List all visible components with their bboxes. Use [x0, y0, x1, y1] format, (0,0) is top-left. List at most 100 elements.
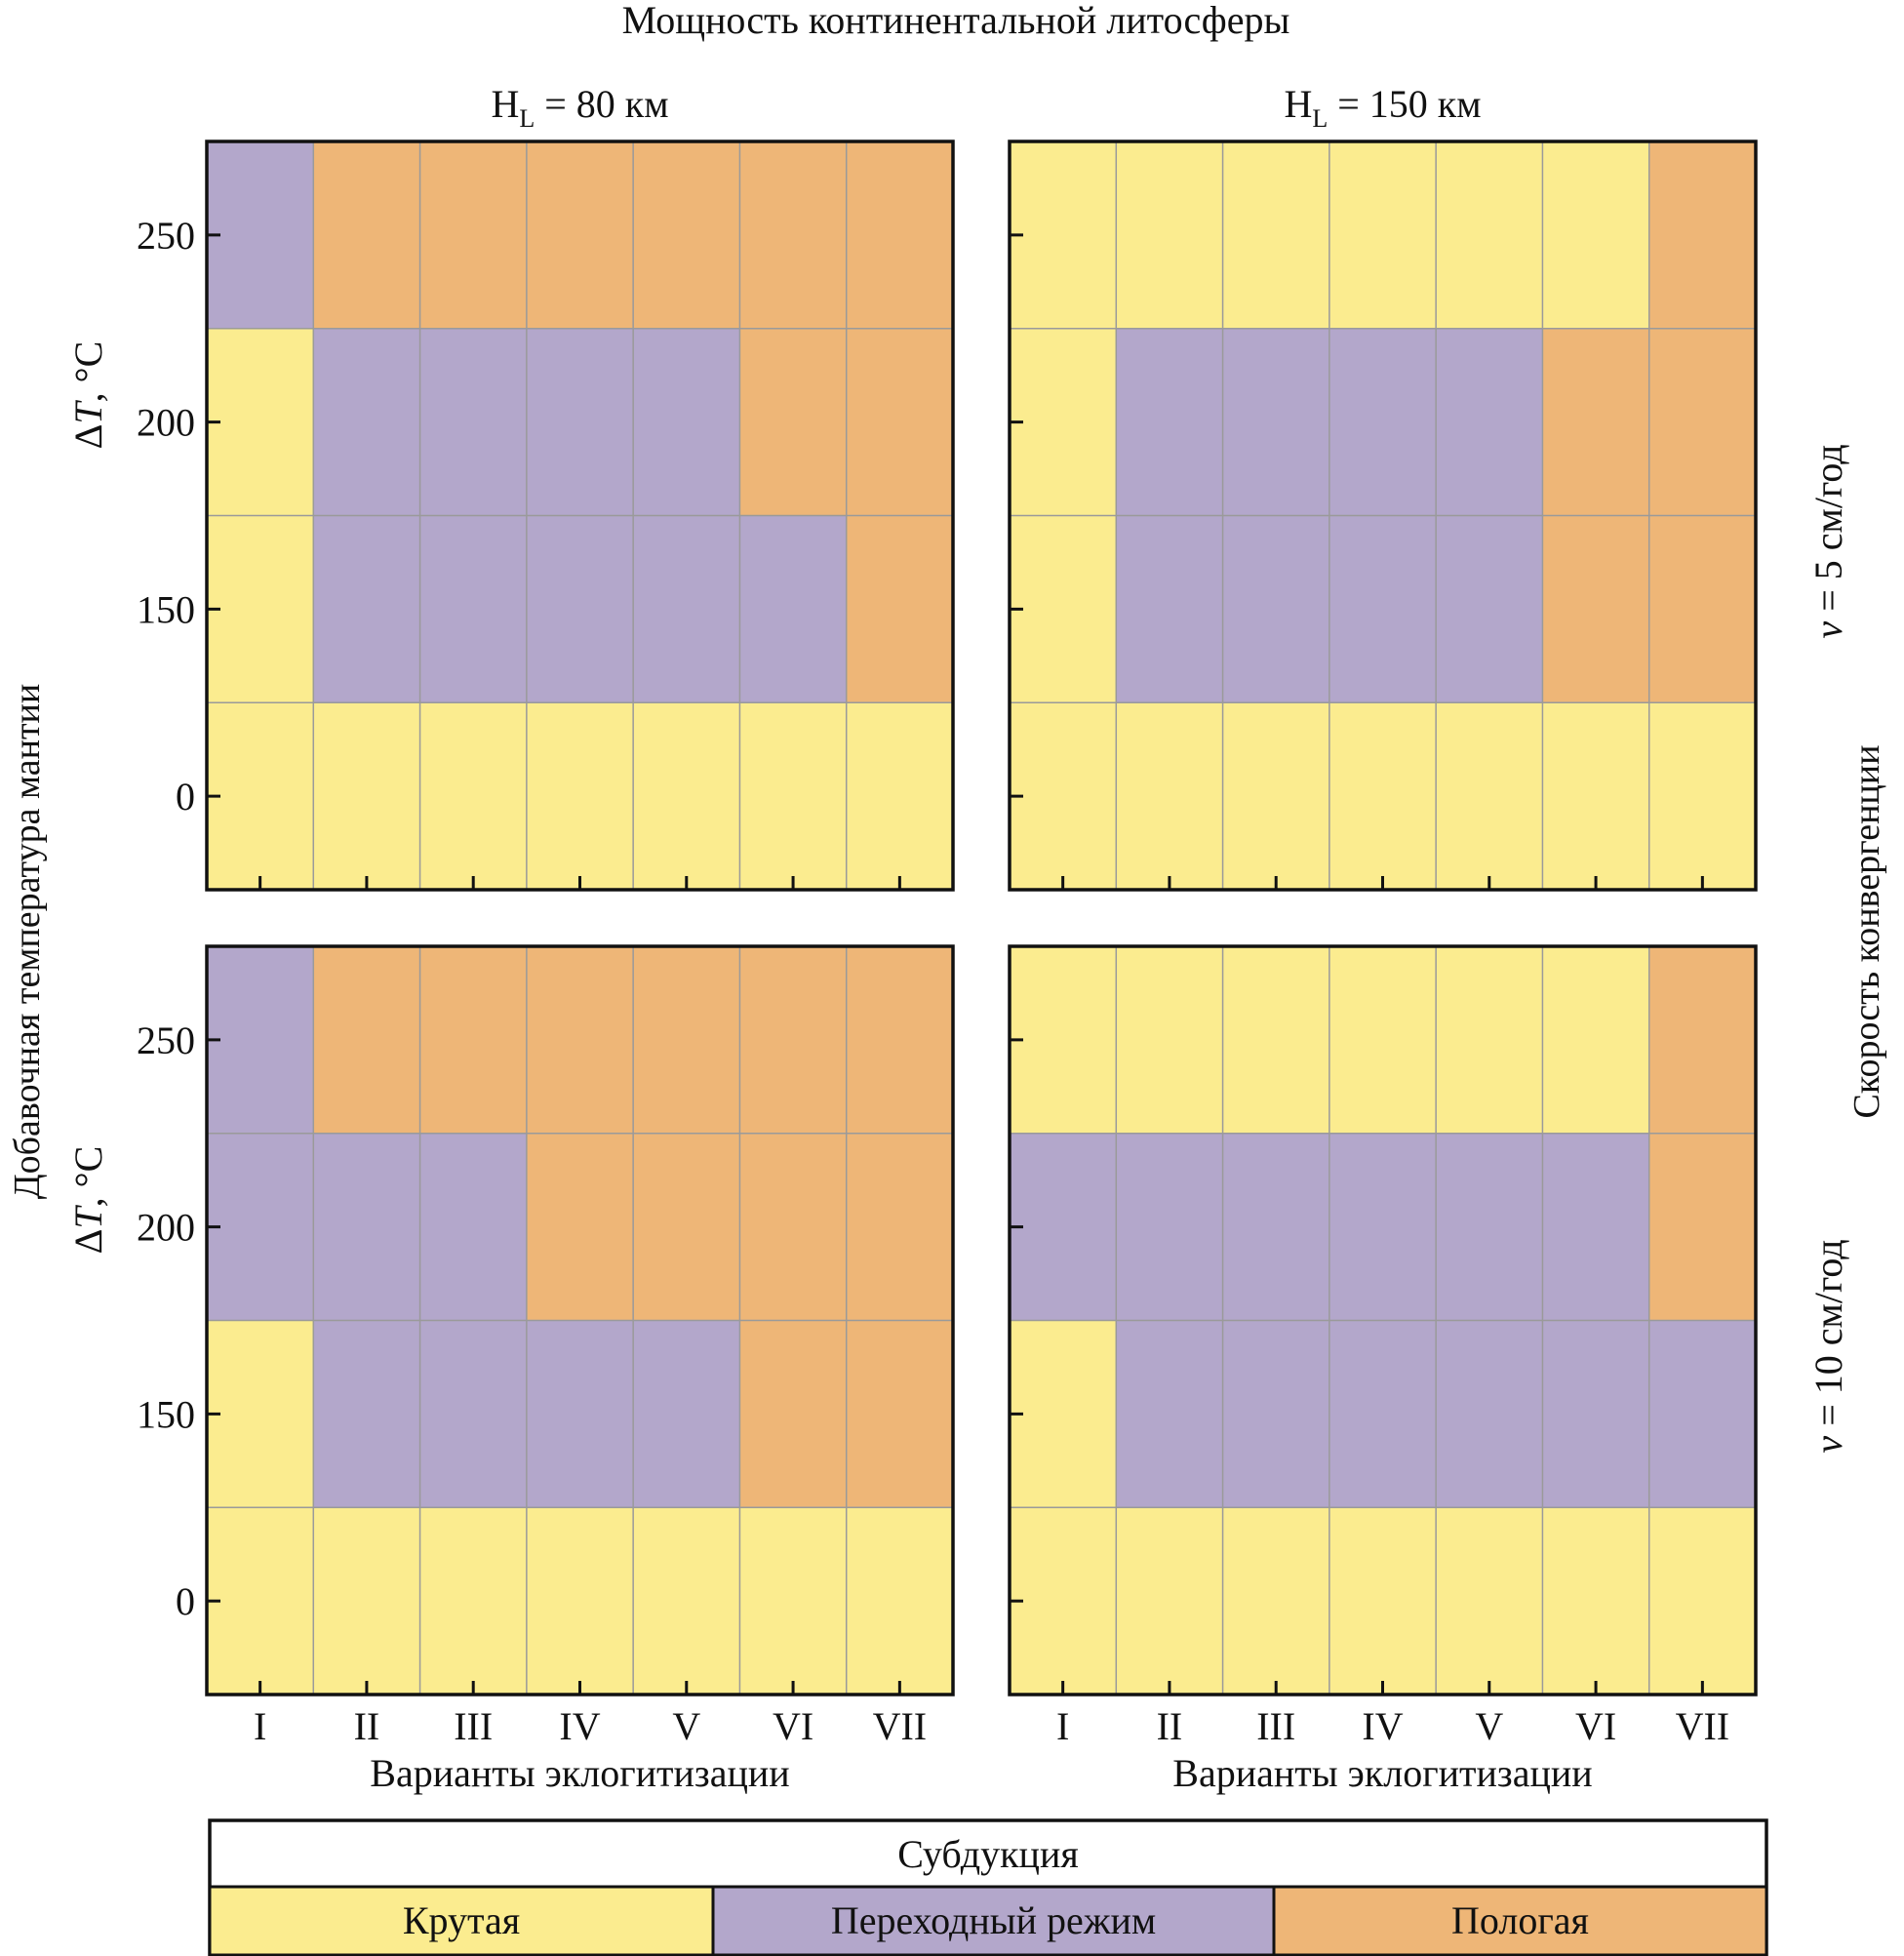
legend: Субдукция Крутая Переходный режим Пологая [208, 1818, 1768, 1956]
heatmap-cell [526, 1507, 634, 1695]
heatmap-cell [1329, 515, 1437, 703]
legend-swatch [711, 1885, 1276, 1956]
heatmap-cell [1648, 1133, 1756, 1321]
heatmap-cell [846, 515, 953, 703]
legend-swatch [1272, 1885, 1768, 1956]
heatmap-cell [633, 946, 740, 1134]
y-axis-label: ΔT, °C [66, 341, 110, 450]
heatmap-cell [1648, 1320, 1756, 1508]
panel-column-title: HL = 150 км [1284, 82, 1481, 133]
x-tick-label: VII [1676, 1704, 1730, 1748]
heatmap-cell [526, 702, 634, 890]
heatmap-cell [739, 141, 847, 329]
heatmap-cell [1222, 1507, 1329, 1695]
heatmap-cell [1648, 1507, 1756, 1695]
heatmap-cell [419, 702, 527, 890]
heatmap-cell [313, 1320, 420, 1508]
heatmap-cell [1542, 702, 1649, 890]
y-tick-label: 250 [137, 214, 195, 258]
heatmap-cell [633, 1507, 740, 1695]
legend-item-label: Крутая [403, 1898, 520, 1942]
heatmap-cell [1116, 1133, 1223, 1321]
heatmap-cell [1010, 515, 1117, 703]
legend-item-label: Переходный режим [831, 1898, 1156, 1942]
heatmap-cell [1116, 328, 1223, 516]
heatmap-cell [313, 1507, 420, 1695]
legend-swatch [208, 1885, 715, 1956]
heatmap-cell [739, 1507, 847, 1695]
panel-row-label: v = 10 см/год [1806, 1239, 1850, 1453]
heatmap-cell [1436, 702, 1543, 890]
heatmap-cell [1116, 1320, 1223, 1508]
legend-title: Субдукция [897, 1832, 1079, 1876]
heatmap-cell [1648, 141, 1756, 329]
y-tick-label: 0 [176, 775, 195, 818]
heatmap-cell [846, 1133, 953, 1321]
heatmap-cell [1436, 1507, 1543, 1695]
heatmap-cell [419, 328, 527, 516]
y-tick-label: 150 [137, 587, 195, 631]
heatmap-cell [313, 946, 420, 1134]
x-tick-label: V [672, 1704, 700, 1748]
heatmap-cell [1222, 1320, 1329, 1508]
heatmap-cell [207, 1507, 314, 1695]
heatmap-cell [1329, 141, 1437, 329]
x-tick-label: VI [773, 1704, 813, 1748]
heatmap-cell [207, 328, 314, 516]
heatmap-cell [739, 702, 847, 890]
heatmap-cell [1222, 515, 1329, 703]
heatmap-cell [419, 141, 527, 329]
heatmap-cell [419, 1320, 527, 1508]
heatmap-cell [419, 1133, 527, 1321]
heatmap-cell [1542, 1507, 1649, 1695]
y-tick-label: 200 [137, 1206, 195, 1250]
heatmap-cell [1542, 328, 1649, 516]
heatmap-cell [207, 946, 314, 1134]
heatmap-cell [1010, 946, 1117, 1134]
x-tick-label: VII [873, 1704, 928, 1748]
heatmap-cell [739, 1320, 847, 1508]
heatmap-cell [1222, 702, 1329, 890]
heatmap-cell [207, 1320, 314, 1508]
x-tick-label: V [1475, 1704, 1503, 1748]
heatmap-cell [633, 141, 740, 329]
heatmap-cell [846, 1507, 953, 1695]
heatmap-cell [846, 1320, 953, 1508]
x-tick-label: II [354, 1704, 380, 1748]
heatmap-cell [207, 1133, 314, 1321]
heatmap-cell [207, 141, 314, 329]
heatmap-cell [1436, 141, 1543, 329]
right-common-label: Скорость конвергенции [1846, 745, 1887, 1119]
y-tick-label: 150 [137, 1392, 195, 1436]
heatmap-cell [739, 1133, 847, 1321]
heatmap-cell [526, 1320, 634, 1508]
heatmap-cell [1010, 1507, 1117, 1695]
heatmap-cell [1542, 1320, 1649, 1508]
heatmap-cell [739, 946, 847, 1134]
y-axis-common-label: Добавочная температура мантии [7, 684, 48, 1199]
heatmap-cell [1116, 702, 1223, 890]
heatmap-cell [313, 1133, 420, 1321]
heatmap-cell [526, 946, 634, 1134]
heatmap-cell [1542, 946, 1649, 1134]
heatmap-cell [526, 328, 634, 516]
heatmap-cell [419, 515, 527, 703]
heatmap-cell [633, 515, 740, 703]
heatmap-cell [1329, 946, 1437, 1134]
heatmap-cell [1222, 946, 1329, 1134]
legend-item-label: Пологая [1451, 1898, 1589, 1942]
heatmap-cell [633, 1320, 740, 1508]
heatmap-cell [846, 702, 953, 890]
heatmap-cell [313, 702, 420, 890]
heatmap-cell [313, 515, 420, 703]
heatmap-cell [419, 946, 527, 1134]
heatmap-cell [633, 328, 740, 516]
heatmap-cell [1648, 702, 1756, 890]
heatmap-cell [1329, 1507, 1437, 1695]
heatmap-cell [1010, 328, 1117, 516]
heatmap-cell [1436, 1320, 1543, 1508]
heatmap-cell [1222, 328, 1329, 516]
heatmap-cell [1436, 946, 1543, 1134]
